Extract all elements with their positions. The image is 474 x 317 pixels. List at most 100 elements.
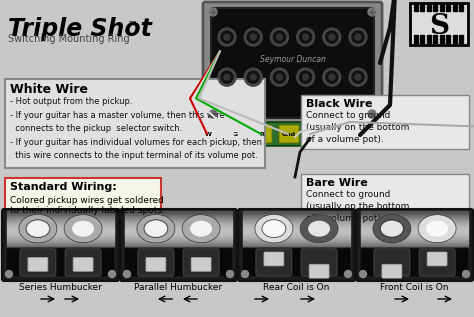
FancyBboxPatch shape — [356, 209, 473, 281]
Bar — [361, 223, 468, 225]
Text: of a volume pot).: of a volume pot). — [306, 135, 384, 144]
Bar — [243, 233, 350, 235]
FancyBboxPatch shape — [419, 249, 455, 276]
Bar — [243, 249, 350, 250]
Circle shape — [368, 110, 376, 118]
Circle shape — [209, 8, 217, 16]
Bar — [434, 6, 438, 8]
FancyBboxPatch shape — [309, 264, 329, 278]
FancyBboxPatch shape — [138, 249, 174, 276]
Circle shape — [218, 28, 236, 46]
Text: of a volume pot).: of a volume pot). — [306, 214, 384, 223]
Ellipse shape — [72, 221, 94, 237]
Bar — [427, 9, 431, 11]
Text: ™: ™ — [128, 19, 138, 29]
FancyBboxPatch shape — [2, 209, 119, 281]
Text: Triple Shot: Triple Shot — [8, 17, 152, 41]
Bar — [125, 223, 232, 225]
Bar — [7, 221, 114, 223]
Bar — [125, 227, 232, 229]
Bar — [243, 247, 350, 249]
Bar — [361, 244, 468, 247]
Ellipse shape — [300, 215, 338, 243]
Bar — [7, 244, 114, 247]
Bar — [420, 41, 425, 43]
Circle shape — [270, 28, 288, 46]
FancyBboxPatch shape — [301, 95, 469, 149]
Text: W: W — [205, 132, 211, 137]
Circle shape — [323, 28, 341, 46]
Bar — [125, 244, 232, 247]
Bar — [361, 241, 468, 243]
FancyBboxPatch shape — [382, 264, 402, 278]
Text: - Hot output from the pickup.: - Hot output from the pickup. — [10, 97, 132, 106]
Bar — [361, 243, 468, 244]
Circle shape — [250, 74, 256, 80]
Text: - If your guitar has individual volumes for each pickup, then: - If your guitar has individual volumes … — [10, 138, 262, 147]
Bar — [125, 215, 232, 217]
Ellipse shape — [418, 215, 456, 243]
FancyBboxPatch shape — [198, 125, 218, 143]
FancyBboxPatch shape — [238, 209, 355, 281]
Circle shape — [300, 71, 311, 83]
Ellipse shape — [27, 221, 49, 237]
Text: Rear Coil is On: Rear Coil is On — [263, 282, 329, 292]
FancyBboxPatch shape — [5, 178, 161, 235]
FancyBboxPatch shape — [20, 249, 56, 276]
FancyBboxPatch shape — [301, 249, 337, 276]
Ellipse shape — [426, 221, 448, 237]
Bar — [361, 236, 468, 239]
Bar — [243, 227, 350, 229]
FancyBboxPatch shape — [6, 248, 115, 277]
Ellipse shape — [190, 221, 212, 237]
Bar — [361, 231, 468, 233]
Ellipse shape — [144, 220, 168, 238]
Circle shape — [329, 74, 335, 80]
Text: Front Coil is On: Front Coil is On — [380, 282, 448, 292]
Bar — [440, 35, 444, 37]
Circle shape — [352, 71, 364, 83]
Text: Switching Mounting Ring: Switching Mounting Ring — [8, 34, 129, 44]
Bar — [453, 38, 457, 40]
Bar — [361, 233, 468, 235]
Bar — [361, 235, 468, 236]
Circle shape — [349, 28, 367, 46]
Circle shape — [297, 68, 315, 86]
Bar — [125, 221, 232, 223]
Bar — [440, 41, 444, 43]
Bar — [7, 235, 114, 236]
Bar — [125, 213, 232, 215]
Bar — [243, 215, 350, 217]
Text: Colored pickup wires get soldered
to their individually labeled spots.: Colored pickup wires get soldered to the… — [10, 196, 164, 215]
Bar — [243, 223, 350, 225]
Bar — [125, 241, 232, 243]
Ellipse shape — [255, 214, 293, 243]
Bar — [7, 247, 114, 249]
Bar — [243, 221, 350, 223]
Text: R: R — [260, 132, 264, 137]
Bar — [361, 221, 468, 223]
FancyBboxPatch shape — [183, 249, 219, 276]
Bar — [243, 213, 350, 215]
FancyBboxPatch shape — [146, 257, 166, 271]
Bar — [459, 41, 464, 43]
Bar — [243, 231, 350, 233]
Circle shape — [247, 71, 259, 83]
Bar — [243, 225, 350, 227]
Bar — [7, 231, 114, 233]
Bar — [420, 38, 425, 40]
Circle shape — [300, 31, 311, 43]
Bar — [440, 6, 444, 8]
Bar — [243, 236, 350, 239]
Circle shape — [241, 270, 248, 277]
Bar — [453, 6, 457, 8]
Ellipse shape — [145, 221, 167, 237]
Bar — [125, 239, 232, 241]
FancyBboxPatch shape — [5, 79, 265, 168]
Circle shape — [273, 31, 285, 43]
Bar — [7, 236, 114, 239]
Bar — [420, 6, 425, 8]
Bar — [434, 38, 438, 40]
Bar — [453, 9, 457, 11]
Circle shape — [323, 68, 341, 86]
